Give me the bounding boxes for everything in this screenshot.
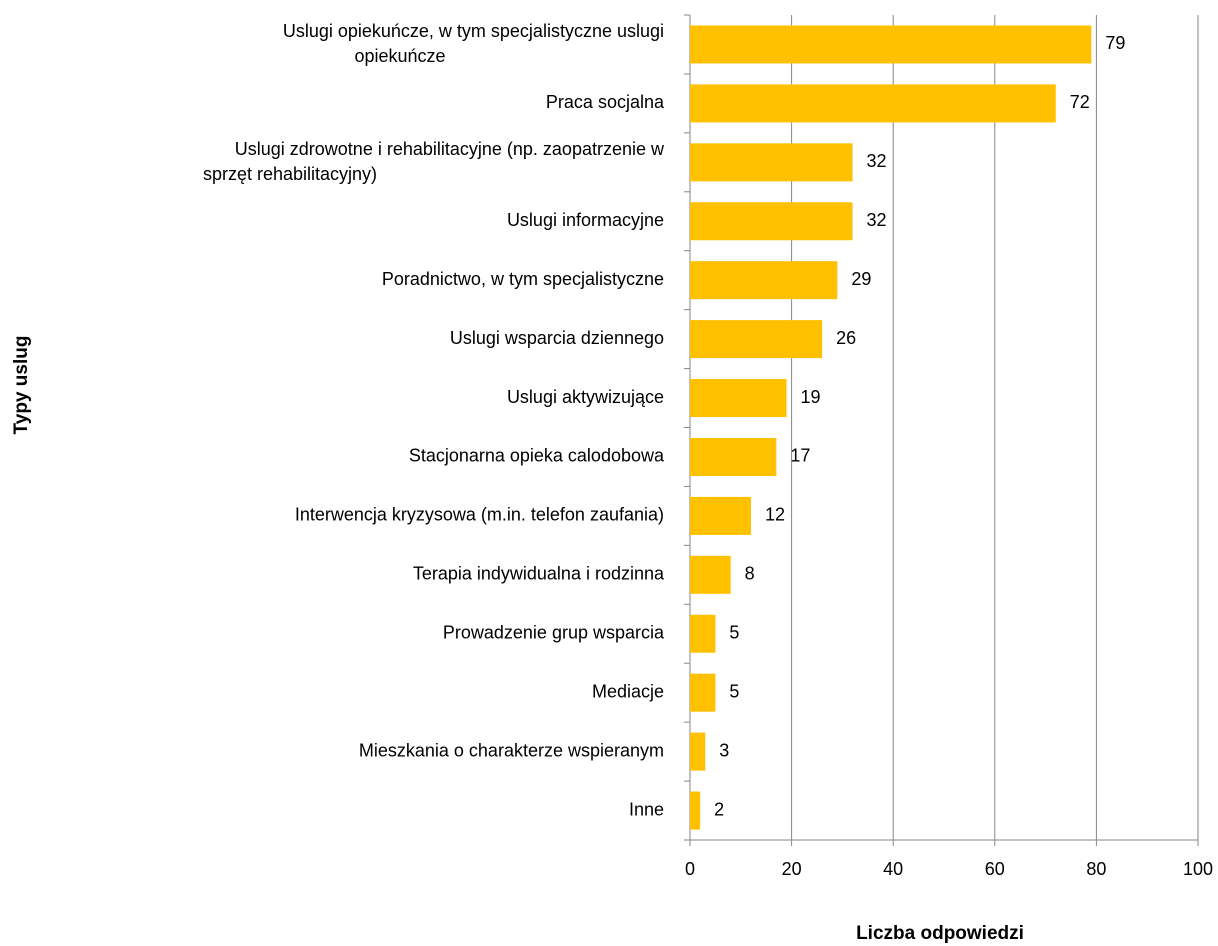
bar bbox=[690, 379, 787, 418]
x-tick-label: 80 bbox=[1086, 859, 1106, 879]
bar bbox=[690, 673, 716, 712]
bar bbox=[690, 25, 1092, 64]
data-label: 5 bbox=[729, 623, 739, 643]
x-tick-label: 20 bbox=[782, 859, 802, 879]
bar bbox=[690, 143, 853, 182]
x-axis-label: Liczba odpowiedzi bbox=[856, 923, 1024, 944]
bar bbox=[690, 437, 777, 476]
data-label: 26 bbox=[836, 328, 856, 348]
data-label: 5 bbox=[729, 681, 739, 701]
data-label: 17 bbox=[790, 446, 810, 466]
y-tick-label: Interwencja kryzysowa (m.in. telefon zau… bbox=[295, 505, 664, 525]
bar bbox=[690, 496, 751, 535]
data-label: 3 bbox=[719, 740, 729, 760]
bar bbox=[690, 261, 838, 300]
bar bbox=[690, 84, 1056, 123]
y-tick-label: Praca socjalna bbox=[546, 92, 665, 112]
bar bbox=[690, 320, 823, 359]
data-label: 12 bbox=[765, 505, 785, 525]
data-label: 79 bbox=[1105, 33, 1125, 53]
y-tick-label: Uslugi opiekuńcze, w tym specjalistyczne… bbox=[283, 21, 664, 66]
y-axis-label: Typy uslug bbox=[11, 336, 32, 435]
data-label: 8 bbox=[745, 564, 755, 584]
x-tick-label: 40 bbox=[883, 859, 903, 879]
x-tick-label: 60 bbox=[985, 859, 1005, 879]
data-label: 72 bbox=[1070, 92, 1090, 112]
bar bbox=[690, 555, 731, 594]
data-label: 32 bbox=[867, 151, 887, 171]
data-label: 29 bbox=[851, 269, 871, 289]
y-tick-label: Terapia indywidualna i rodzinna bbox=[413, 564, 665, 584]
y-tick-label: Uslugi informacyjne bbox=[507, 210, 664, 230]
y-tick-label: Uslugi aktywizujące bbox=[507, 387, 664, 407]
bar bbox=[690, 791, 701, 830]
y-tick-label: Mediacje bbox=[592, 681, 664, 701]
y-tick-label: Inne bbox=[629, 799, 664, 819]
data-label: 2 bbox=[714, 799, 724, 819]
y-tick-label: Uslugi wsparcia dziennego bbox=[450, 328, 664, 348]
bar bbox=[690, 732, 706, 771]
y-tick-label: Prowadzenie grup wsparcia bbox=[443, 623, 665, 643]
y-tick-label: Uslugi zdrowotne i rehabilitacyjne (np. … bbox=[203, 139, 665, 184]
bar bbox=[690, 202, 853, 241]
bar bbox=[690, 614, 716, 653]
data-label: 32 bbox=[867, 210, 887, 230]
x-tick-label: 100 bbox=[1183, 859, 1213, 879]
data-label: 19 bbox=[801, 387, 821, 407]
y-tick-label: Stacjonarna opieka calodobowa bbox=[409, 446, 665, 466]
x-tick-label: 0 bbox=[685, 859, 695, 879]
y-tick-label: Mieszkania o charakterze wspieranym bbox=[359, 740, 664, 760]
y-tick-label: Poradnictwo, w tym specjalistyczne bbox=[382, 269, 664, 289]
